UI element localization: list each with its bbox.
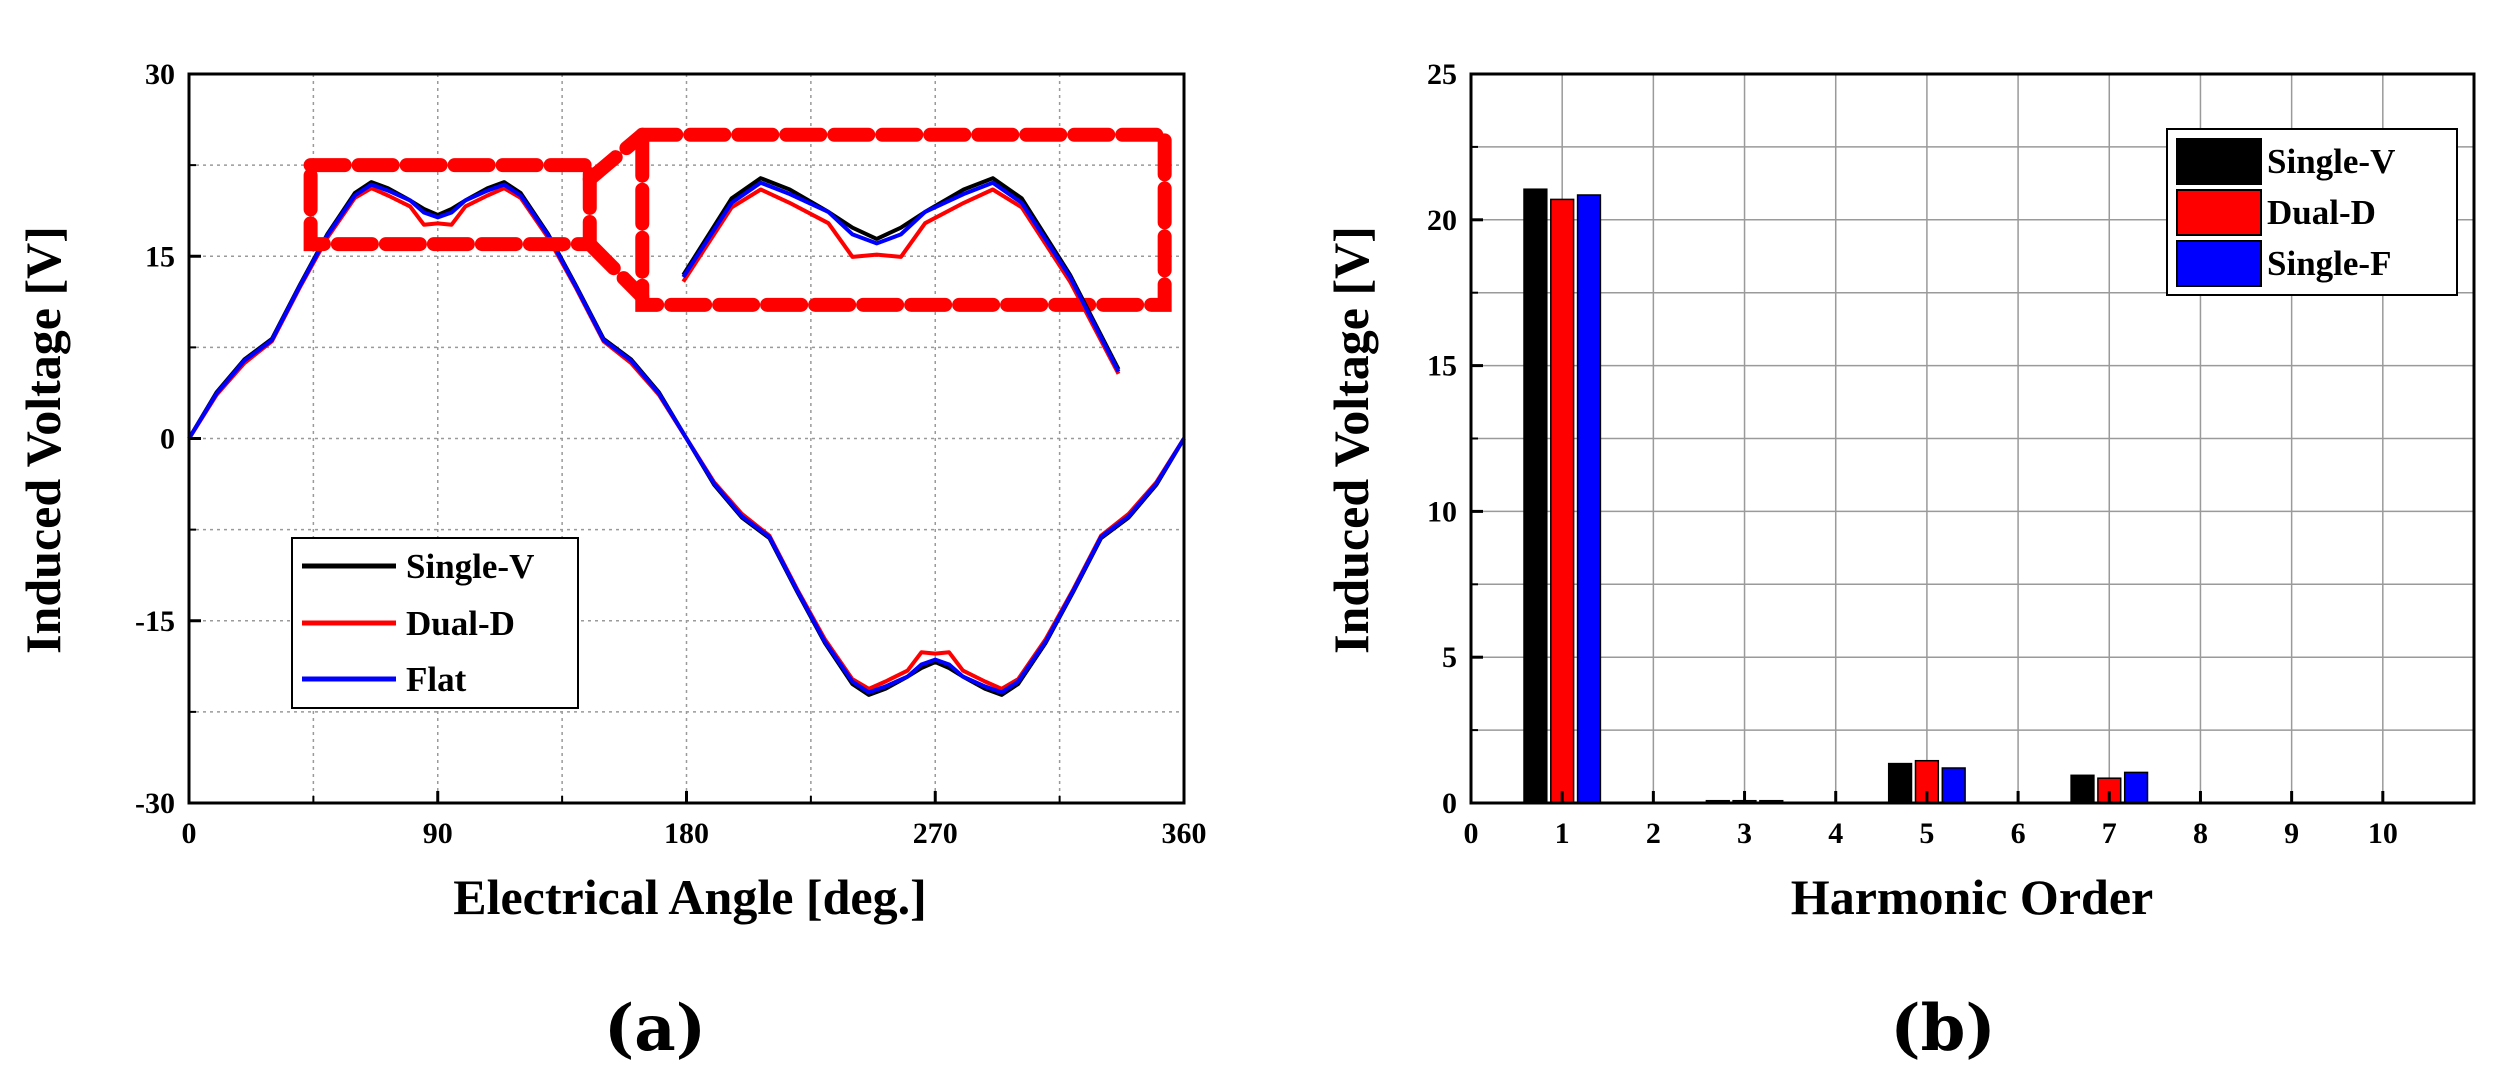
zoom-series-line-flat — [681, 180, 1121, 373]
bar-single-v-order-7 — [2070, 774, 2095, 804]
y-tick-label: 0 — [1442, 787, 1457, 820]
x-tick-label: 360 — [1162, 817, 1207, 850]
panel-a-legend: Single-V Dual-D Flat — [291, 537, 579, 709]
legend-label-single-f: Single-F — [2267, 244, 2391, 283]
panel-b-y-axis-title: Induced Voltage [V] — [1323, 226, 1379, 654]
x-tick-label: 2 — [1646, 817, 1661, 850]
bar-single-f-order-7 — [2123, 771, 2149, 804]
y-tick-label: 5 — [1442, 641, 1457, 674]
zoom-source-box — [303, 158, 597, 252]
panel-a-data-layer — [187, 180, 1186, 697]
panel-b-data-layer — [1523, 188, 2149, 804]
zoom-inset-box — [635, 127, 1172, 312]
bar-chart-panel-b: Induced Voltage [V] Harmonic Order (b) 0… — [1323, 58, 2476, 1066]
y-tick-label: 25 — [1427, 58, 1457, 91]
panel-a-y-axis-title: Induced Voltage [V] — [15, 226, 71, 654]
bar-dual-d-order-1 — [1550, 198, 1575, 804]
y-tick-label: 20 — [1427, 204, 1457, 237]
x-tick-label: 3 — [1737, 817, 1752, 850]
legend-swatch-dual-d — [2176, 189, 2262, 236]
x-tick-label: 8 — [2193, 817, 2208, 850]
x-tick-label: 5 — [1919, 817, 1934, 850]
panel-a-zoom-annotation — [303, 127, 1172, 375]
x-tick-label: 7 — [2102, 817, 2117, 850]
panel-b-x-axis-title: Harmonic Order — [1791, 869, 2153, 925]
zoom-series-line-dual-d — [681, 187, 1121, 375]
x-tick-label: 10 — [2368, 817, 2398, 850]
x-tick-label: 0 — [182, 817, 197, 850]
x-tick-label: 270 — [913, 817, 958, 850]
x-tick-label: 4 — [1828, 817, 1843, 850]
zoom-series-line-single-v — [681, 176, 1121, 371]
legend-swatch-single-f — [2176, 240, 2262, 287]
y-tick-label: 15 — [145, 240, 175, 273]
legend-label-single-v: Single-V — [406, 547, 534, 586]
legend-label-flat: Flat — [406, 660, 467, 699]
series-line-flat — [187, 182, 1186, 695]
zoom-connector-bottom — [582, 237, 650, 304]
y-tick-label: -30 — [135, 787, 175, 820]
zoom-connector-top — [582, 127, 650, 187]
y-tick-label: 10 — [1427, 495, 1457, 528]
bar-single-v-order-1 — [1523, 188, 1548, 804]
bar-single-v-order-5 — [1887, 762, 1913, 804]
y-tick-label: 15 — [1427, 350, 1457, 383]
panel-b-label: (b) — [1890, 991, 1995, 1066]
y-tick-label: 0 — [160, 423, 175, 456]
x-tick-label: 9 — [2284, 817, 2299, 850]
line-chart-panel-a: Induced Voltage [V] Electrical Angle [de… — [15, 58, 1207, 1066]
y-tick-label: -15 — [135, 605, 175, 638]
x-tick-label: 6 — [2011, 817, 2026, 850]
panel-a-label: (a) — [604, 991, 706, 1066]
bar-single-f-order-5 — [1941, 767, 1966, 804]
x-tick-label: 180 — [664, 817, 709, 850]
x-tick-label: 90 — [423, 817, 453, 850]
legend-label-single-v: Single-V — [2267, 142, 2395, 181]
legend-label-dual-d: Dual-D — [2267, 193, 2376, 232]
panel-a-tick-marks: 0 90 180 270 360 -30 -15 0 15 30 — [135, 58, 1207, 850]
panel-b-tick-marks: 0 1 2 3 4 5 6 7 8 9 10 0 5 10 15 20 25 — [1427, 58, 2398, 850]
x-tick-label: 1 — [1555, 817, 1570, 850]
legend-swatch-single-v — [2176, 138, 2262, 185]
y-tick-label: 30 — [145, 58, 175, 91]
panel-b-legend: Single-V Dual-D Single-F — [2166, 128, 2458, 296]
x-tick-label: 0 — [1464, 817, 1479, 850]
bar-single-f-order-1 — [1576, 194, 1602, 804]
legend-label-dual-d: Dual-D — [406, 604, 515, 643]
panel-a-x-axis-title: Electrical Angle [deg.] — [453, 869, 927, 925]
